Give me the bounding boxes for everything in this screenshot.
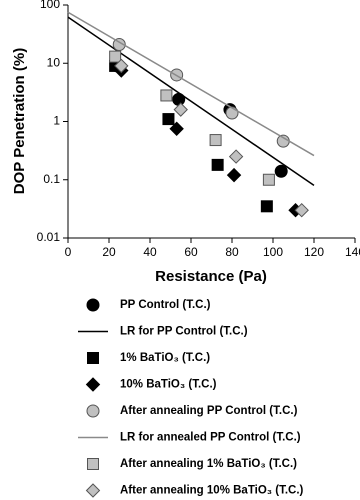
point	[112, 37, 126, 51]
legend-swatch	[85, 483, 101, 498]
legend-swatch	[85, 377, 101, 392]
x-tick-label: 140	[345, 245, 360, 259]
legend-swatch	[87, 458, 99, 470]
point	[114, 58, 129, 74]
point	[225, 106, 239, 120]
point	[294, 203, 309, 218]
legend-label: 10% BaTiO₃ (T.C.)	[120, 379, 217, 391]
legend-label: After annealing PP Control (T.C.)	[120, 405, 298, 417]
legend-label: PP Control (T.C.)	[120, 299, 211, 311]
point	[226, 167, 242, 183]
point	[209, 134, 222, 147]
x-tick-label: 100	[263, 245, 283, 259]
x-tick-label: 20	[102, 245, 116, 259]
point	[160, 89, 173, 102]
y-tick-label: 0.1	[43, 172, 60, 186]
point	[260, 200, 273, 213]
point	[169, 121, 184, 136]
y-tick-label: 10	[47, 55, 61, 69]
legend-label: LR for annealed PP Control (T.C.)	[120, 432, 301, 444]
x-tick-label: 80	[225, 245, 239, 259]
legend-label: LR for PP Control (T.C.)	[120, 326, 248, 338]
y-tick-label: 1	[53, 114, 60, 128]
legend-label: After annealing 10% BaTiO₃ (T.C.)	[120, 485, 304, 497]
x-tick-label: 120	[304, 245, 324, 259]
legend-swatch	[87, 352, 99, 364]
point	[173, 102, 188, 117]
point	[228, 149, 244, 164]
y-tick-label: 0.01	[37, 230, 61, 244]
regression-line	[67, 16, 315, 187]
legend-label: 1% BaTiO₃ (T.C.)	[120, 352, 210, 364]
x-tick-label: 40	[143, 245, 157, 259]
regression-line	[67, 11, 315, 157]
x-axis-label: Resistance (Pa)	[155, 268, 267, 285]
point	[262, 173, 275, 186]
y-tick-label: 100	[40, 0, 60, 11]
legend-label: After annealing 1% BaTiO₃ (T.C.)	[120, 458, 297, 470]
point	[162, 113, 175, 126]
point	[109, 50, 122, 63]
x-tick-label: 0	[65, 245, 72, 259]
point	[211, 158, 224, 171]
legend-swatch	[86, 404, 100, 418]
x-tick-label: 60	[184, 245, 198, 259]
legend-swatch	[86, 298, 100, 312]
y-axis-label: DOP Penetration (%)	[11, 48, 28, 194]
point	[274, 164, 288, 178]
